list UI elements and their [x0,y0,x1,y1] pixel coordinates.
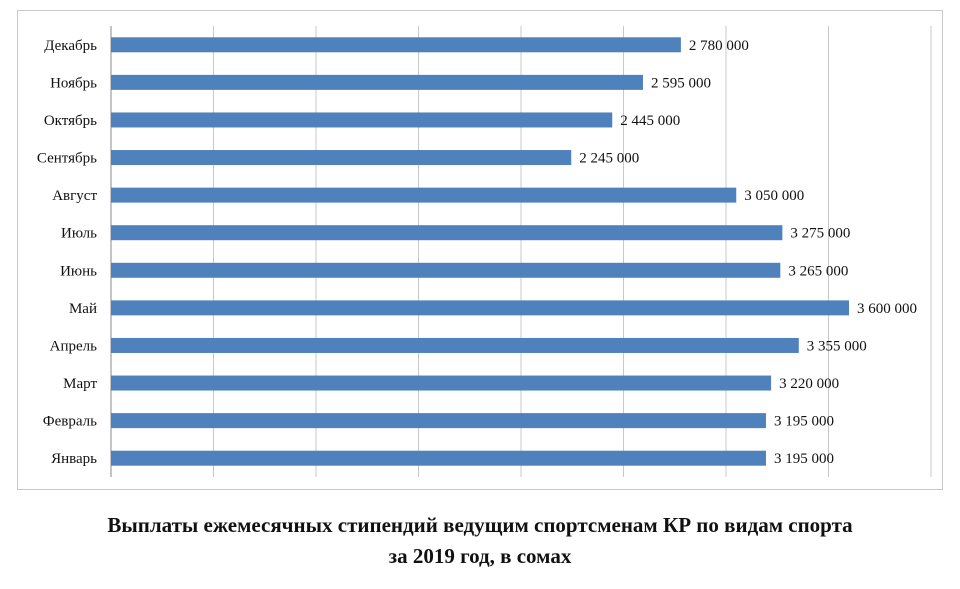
bar [111,187,737,203]
bar [111,413,766,429]
category-label: Июнь [60,263,97,279]
bar [111,225,783,241]
value-label: 3 600 000 [857,301,917,317]
category-label: Декабрь [44,38,97,54]
bar [111,262,781,278]
category-label: Апрель [50,338,98,354]
value-label: 3 195 000 [774,414,834,430]
bar [111,300,849,316]
bar [111,37,681,53]
bar [111,74,643,90]
value-label: 2 780 000 [689,38,749,54]
chart-frame: Январь 3 195 000 Февраль 3 195 000 Март 3 220… [17,10,943,490]
bar [111,112,613,128]
value-label: 3 355 000 [807,338,867,354]
category-label: Сентябрь [37,151,97,167]
category-label: Октябрь [44,113,97,129]
value-label: 3 265 000 [788,263,848,279]
category-label: Июль [61,226,97,242]
bar-chart: Январь 3 195 000 Февраль 3 195 000 Март 3 220… [37,26,932,477]
value-label: 3 220 000 [779,376,839,392]
category-label: Май [69,301,97,317]
bar [111,450,766,466]
chart-caption: Выплаты ежемесячных стипендий ведущим сп… [0,510,960,572]
value-label: 3 050 000 [744,188,804,204]
bar [111,337,799,353]
value-label: 3 275 000 [790,226,850,242]
bar [111,375,772,391]
value-label: 2 245 000 [579,151,639,167]
category-label: Январь [51,451,97,467]
category-label: Август [52,188,97,204]
value-label: 2 595 000 [651,75,711,91]
chart-subtitle: за 2019 год, в сомах [388,544,572,568]
value-label: 3 195 000 [774,451,834,467]
bar [111,150,572,166]
category-label: Ноябрь [50,75,97,91]
chart-title: Выплаты ежемесячных стипендий ведущим сп… [107,513,853,537]
category-label: Февраль [43,414,97,430]
category-label: Март [63,376,97,392]
value-label: 2 445 000 [620,113,680,129]
